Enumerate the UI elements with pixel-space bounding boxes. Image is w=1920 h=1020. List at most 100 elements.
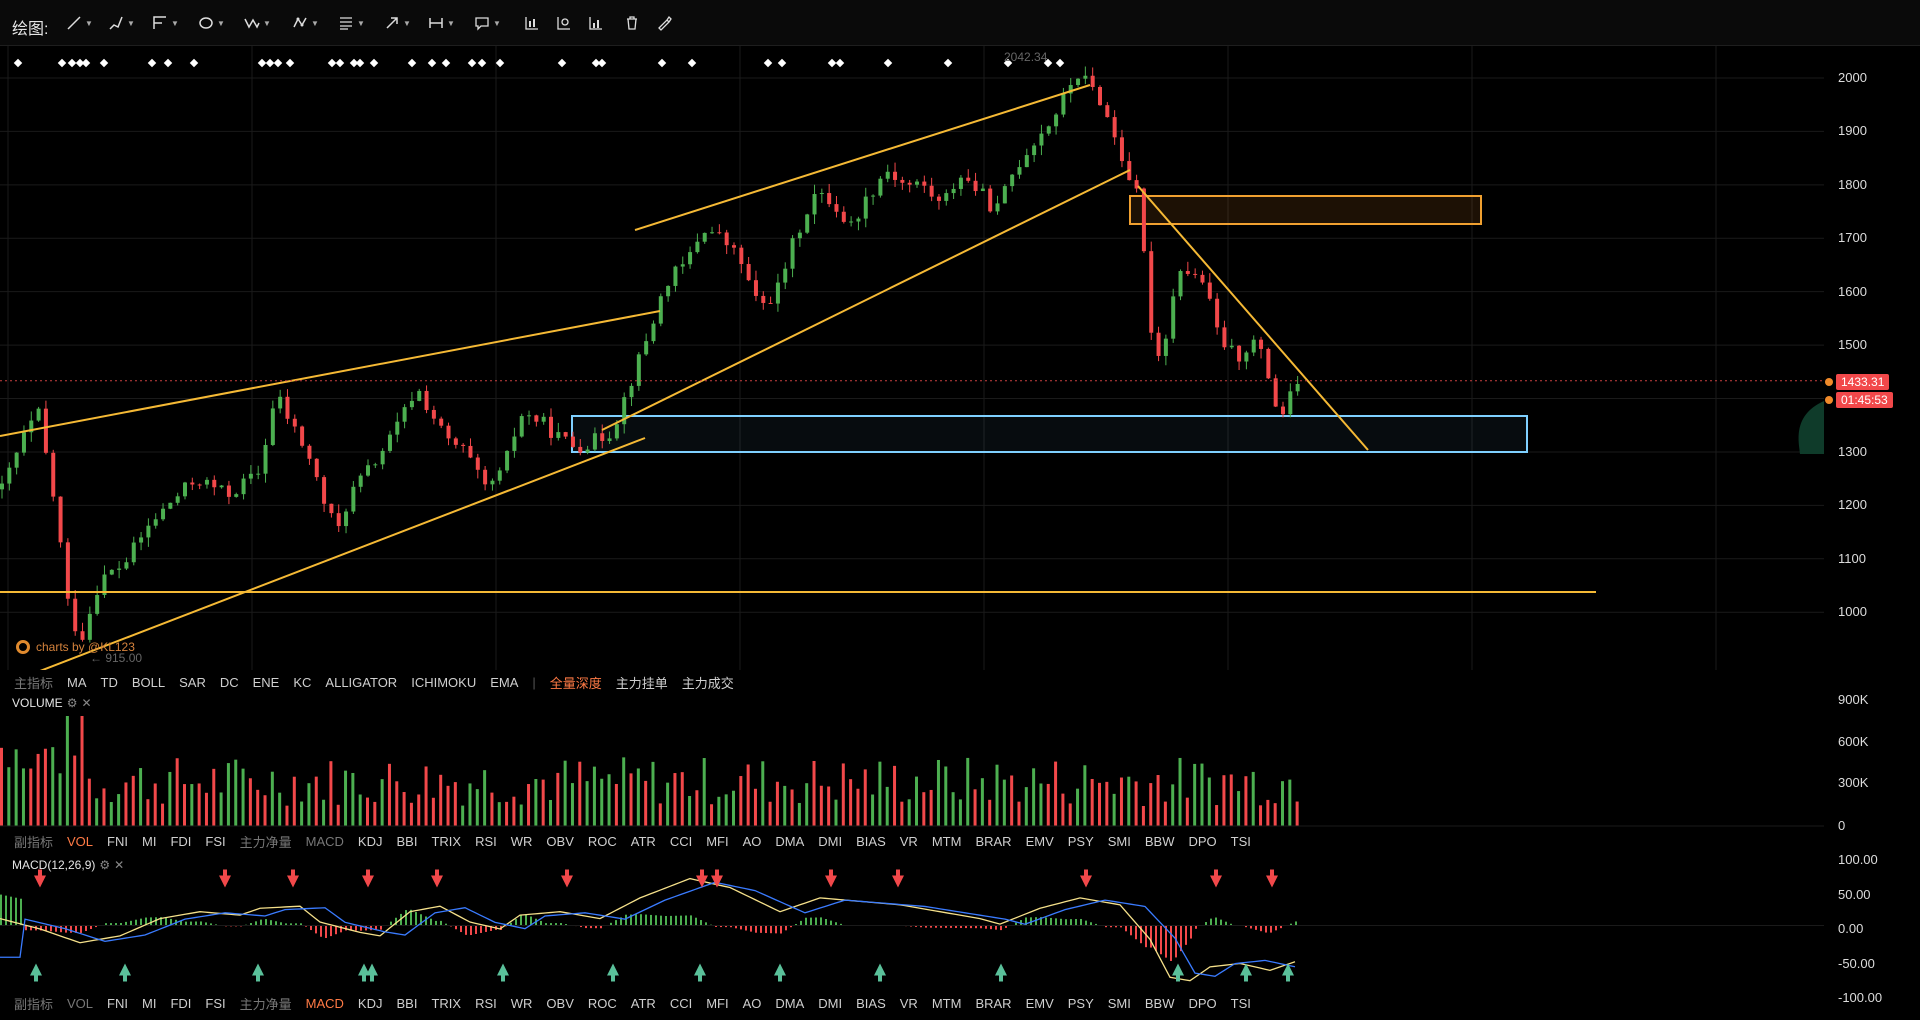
close-icon[interactable]: ✕ (81, 696, 92, 710)
indicator-bbw[interactable]: BBW (1144, 833, 1175, 849)
indicator-dmi[interactable]: DMI (818, 995, 843, 1011)
trendline-tool[interactable]: ▼ (66, 12, 93, 34)
indicator-obv[interactable]: OBV (546, 833, 574, 849)
volume-chart[interactable] (0, 690, 1824, 828)
indicator-tsi[interactable]: TSI (1230, 833, 1251, 849)
candle-body (893, 171, 898, 180)
indicator-cci[interactable]: CCI (669, 995, 693, 1011)
indicator-ma[interactable]: MA (67, 674, 87, 690)
settings-gear-icon[interactable]: ⚙ (66, 696, 78, 710)
indicator-vol[interactable]: VOL (67, 995, 94, 1011)
candle-body (534, 415, 539, 422)
list-tool[interactable]: ▼ (338, 12, 365, 34)
indicator-dpo[interactable]: DPO (1188, 995, 1217, 1011)
indicator-trix[interactable]: TRIX (431, 833, 462, 849)
indicator-rsi[interactable]: RSI (475, 995, 497, 1011)
indicator-fni[interactable]: FNI (107, 833, 128, 849)
indicator-ichimoku[interactable]: ICHIMOKU (411, 674, 477, 690)
indicator-roc[interactable]: ROC (587, 995, 617, 1011)
indicator-wr[interactable]: WR (510, 995, 533, 1011)
indicator-bias[interactable]: BIAS (856, 995, 886, 1011)
indicator-emv[interactable]: EMV (1025, 833, 1054, 849)
indicator-atr[interactable]: ATR (630, 995, 656, 1011)
indicator-dpo[interactable]: DPO (1188, 833, 1217, 849)
depth-option[interactable]: 主力挂单 (615, 675, 668, 691)
indicator-rsi[interactable]: RSI (475, 833, 497, 849)
indicator-fni[interactable]: FNI (107, 995, 128, 1011)
depth-option[interactable]: 主力成交 (681, 675, 734, 691)
indicator-brar[interactable]: BRAR (975, 995, 1012, 1011)
bars-tool[interactable] (588, 12, 604, 34)
indicator-fdi[interactable]: FDI (170, 833, 192, 849)
indicator-macd[interactable]: MACD (305, 995, 344, 1011)
indicator-macd[interactable]: MACD (305, 833, 344, 849)
indicator-bbw[interactable]: BBW (1144, 995, 1175, 1011)
indicator-cci[interactable]: CCI (669, 833, 693, 849)
depth-option[interactable]: 全量深度 (549, 675, 602, 691)
indicator-kc[interactable]: KC (293, 674, 312, 690)
indicator-obv[interactable]: OBV (546, 995, 574, 1011)
indicator-alligator[interactable]: ALLIGATOR (325, 674, 398, 690)
comment-tool[interactable]: ▼ (474, 12, 501, 34)
trash-tool[interactable] (624, 12, 640, 34)
close-icon[interactable]: ✕ (114, 858, 125, 872)
indicator-ao[interactable]: AO (742, 995, 762, 1011)
circle-tool[interactable]: ▼ (198, 12, 225, 34)
indicator-mi[interactable]: MI (141, 833, 157, 849)
indicator-vol[interactable]: VOL (67, 833, 94, 849)
indicator-dma[interactable]: DMA (775, 833, 805, 849)
indicator-mi[interactable]: MI (141, 995, 157, 1011)
settings-gear-icon[interactable]: ⚙ (99, 858, 111, 872)
price-chart[interactable]: 2042.34 ← 915.00 (0, 46, 1824, 670)
indicator-ene[interactable]: ENE (252, 674, 280, 690)
indicator-fdi[interactable]: FDI (170, 995, 192, 1011)
indicator-kdj[interactable]: KDJ (357, 995, 383, 1011)
indicator-kdj[interactable]: KDJ (357, 833, 383, 849)
indicator-dc[interactable]: DC (219, 674, 239, 690)
volume-bar (336, 804, 340, 826)
zigzag-tool[interactable]: ▼ (244, 12, 271, 34)
pen-tool[interactable]: ▼ (108, 12, 135, 34)
indicator-mtm[interactable]: MTM (931, 995, 962, 1011)
indicator-td[interactable]: TD (100, 674, 118, 690)
indicator-atr[interactable]: ATR (630, 833, 656, 849)
indicator-psy[interactable]: PSY (1067, 995, 1094, 1011)
sell-signal-down-arrow-icon (431, 869, 443, 888)
indicator-smi[interactable]: SMI (1107, 833, 1131, 849)
indicator-wr[interactable]: WR (510, 833, 533, 849)
indicator-dmi[interactable]: DMI (818, 833, 843, 849)
indicator-vr[interactable]: VR (899, 833, 918, 849)
indicator-vr[interactable]: VR (899, 995, 918, 1011)
indicator-bbi[interactable]: BBI (396, 995, 418, 1011)
indicator-主力净量[interactable]: 主力净量 (239, 834, 292, 850)
indicator-roc[interactable]: ROC (587, 833, 617, 849)
indicator-bbi[interactable]: BBI (396, 833, 418, 849)
indicator-psy[interactable]: PSY (1067, 833, 1094, 849)
indicator-tsi[interactable]: TSI (1230, 995, 1251, 1011)
indicator-smi[interactable]: SMI (1107, 995, 1131, 1011)
indicator-fsi[interactable]: FSI (205, 995, 226, 1011)
arrow-tool[interactable]: ▼ (384, 12, 411, 34)
macd-chart[interactable] (0, 852, 1824, 996)
indicator-mtm[interactable]: MTM (931, 833, 962, 849)
reset-tool[interactable] (556, 12, 572, 34)
range-tool[interactable]: ▼ (428, 12, 455, 34)
pattern-tool[interactable]: ▼ (292, 12, 319, 34)
indicator-boll[interactable]: BOLL (131, 674, 166, 690)
indicator-ao[interactable]: AO (742, 833, 762, 849)
candles-tool[interactable] (524, 12, 540, 34)
price-axis[interactable]: 2000190018001700160015001400130012001100… (1824, 46, 1920, 670)
indicator-主力净量[interactable]: 主力净量 (239, 996, 292, 1012)
indicator-emv[interactable]: EMV (1025, 995, 1054, 1011)
indicator-bias[interactable]: BIAS (856, 833, 886, 849)
brush-tool[interactable] (656, 12, 672, 34)
indicator-brar[interactable]: BRAR (975, 833, 1012, 849)
indicator-fsi[interactable]: FSI (205, 833, 226, 849)
indicator-mfi[interactable]: MFI (706, 833, 729, 849)
fib-tool[interactable]: ▼ (152, 12, 179, 34)
indicator-ema[interactable]: EMA (490, 674, 519, 690)
indicator-trix[interactable]: TRIX (431, 995, 462, 1011)
indicator-mfi[interactable]: MFI (706, 995, 729, 1011)
indicator-dma[interactable]: DMA (775, 995, 805, 1011)
indicator-sar[interactable]: SAR (179, 674, 206, 690)
